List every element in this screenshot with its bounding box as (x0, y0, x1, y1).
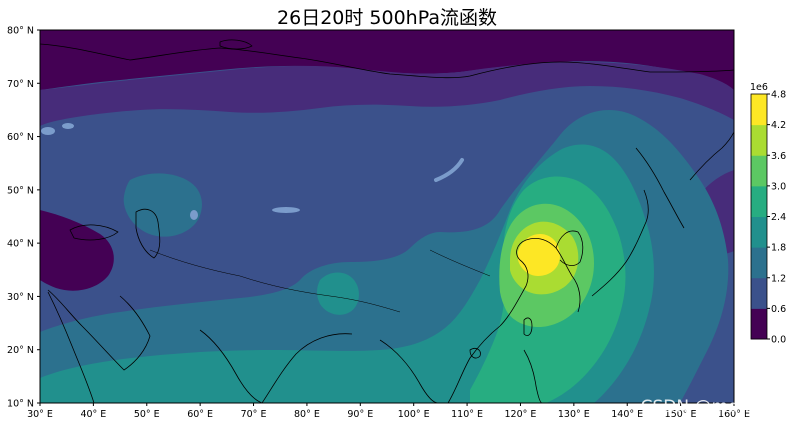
colorbar-block (751, 277, 767, 309)
x-tick-label: 150° E (665, 409, 697, 420)
x-tick-label: 50° E (134, 409, 160, 420)
coastline-novaya-zemlya (219, 39, 253, 50)
x-tick-label: 60° E (187, 409, 213, 420)
colorbar-tick-label: 3.6 (771, 151, 786, 162)
map-frame (39, 29, 735, 404)
colorbar-block (751, 124, 767, 156)
colorbar-tick-label: 1.8 (771, 243, 786, 254)
border-lines (149, 249, 491, 313)
x-tick-label: 110° E (451, 409, 483, 420)
y-tick-label: 20° N (7, 345, 34, 356)
colorbar-tick-label: 4.2 (771, 120, 786, 131)
coastline-korea (555, 230, 584, 266)
contour-band-peak (518, 234, 560, 276)
lakes (41, 123, 464, 220)
contour-band-midwest (123, 173, 202, 237)
x-tick-label: 70° E (241, 409, 267, 420)
contour-band-north-low (40, 30, 734, 95)
colorbar-block (751, 185, 767, 217)
coastline-arabia (47, 289, 151, 371)
coastline-red-sea (47, 291, 95, 403)
colorbar-tick-label: 1.2 (771, 273, 786, 284)
x-axis-ticks: 30° E 40° E 50° E 60° E 70° E 80° E 90° E 100° … (27, 403, 750, 420)
colorbar-block (751, 216, 767, 248)
lake-aral (190, 210, 198, 220)
x-tick-label: 160° E (718, 409, 750, 420)
x-tick-label: 40° E (80, 409, 106, 420)
coastline-china-east (499, 238, 581, 327)
contour-band-central-asia (317, 272, 359, 315)
coastline-black-sea (69, 224, 119, 241)
y-tick-label: 80° N (7, 26, 34, 37)
coastline-caspian (135, 208, 161, 259)
colorbar-tick-label: 4.8 (771, 90, 786, 101)
x-tick-label: 80° E (294, 409, 320, 420)
colorbar-block (751, 247, 767, 279)
colorbar-block (751, 94, 767, 126)
contour-band-west-low (40, 210, 114, 291)
x-tick-label: 90° E (347, 409, 373, 420)
stream-function-map (40, 30, 734, 403)
watermark: CSDN @mql666 (641, 397, 776, 417)
x-tick-label: 100° E (398, 409, 430, 420)
y-tick-label: 10° N (7, 399, 34, 410)
coastline-india (199, 329, 353, 403)
y-tick-label: 50° N (7, 185, 34, 196)
map-title: 26日20时 500hPa流函数 (277, 7, 497, 29)
x-tick-label: 130° E (558, 409, 590, 420)
coastline-arctic (40, 43, 734, 79)
colorbar: 1e6 0.0 0.6 1.2 1.8 2.4 3.0 3.6 4.2 4.8 (750, 82, 786, 346)
contour-band-north (40, 62, 734, 126)
lake-onega (62, 123, 74, 129)
colorbar-block (751, 155, 767, 187)
y-tick-label: 70° N (7, 79, 34, 90)
coastline-sakhalin-kamchatka (635, 131, 734, 229)
y-tick-label: 60° N (7, 132, 34, 143)
lake-baikal (434, 158, 464, 182)
y-tick-label: 40° N (7, 239, 34, 250)
coastline-philippines (523, 349, 543, 403)
x-tick-label: 140° E (611, 409, 643, 420)
coastline-hainan (469, 348, 481, 359)
colorbar-tick-label: 0.0 (771, 335, 786, 346)
coastline-taiwan (523, 317, 533, 336)
coastlines (40, 39, 734, 403)
y-tick-label: 30° N (7, 292, 34, 303)
colorbar-tick-label: 3.0 (771, 181, 786, 192)
colorbar-tick-label: 2.4 (771, 212, 786, 223)
colorbar-scale-label: 1e6 (750, 82, 768, 93)
x-tick-label: 30° E (27, 409, 53, 420)
colorbar-block (751, 308, 767, 340)
lake-balkhash (272, 207, 300, 213)
y-axis-ticks: 10° N 20° N 30° N 40° N 50° N 60° N 70° N 80° N (7, 26, 40, 410)
colorbar-ticks: 0.0 0.6 1.2 1.8 2.4 3.0 3.6 4.2 4.8 (767, 90, 786, 346)
colorbar-blocks (751, 94, 767, 340)
coastline-japan (591, 189, 649, 297)
colorbar-tick-label: 0.6 (771, 304, 786, 315)
lake-ladoga (41, 127, 55, 135)
coastline-southeast-asia (379, 325, 501, 403)
x-tick-label: 120° E (505, 409, 537, 420)
